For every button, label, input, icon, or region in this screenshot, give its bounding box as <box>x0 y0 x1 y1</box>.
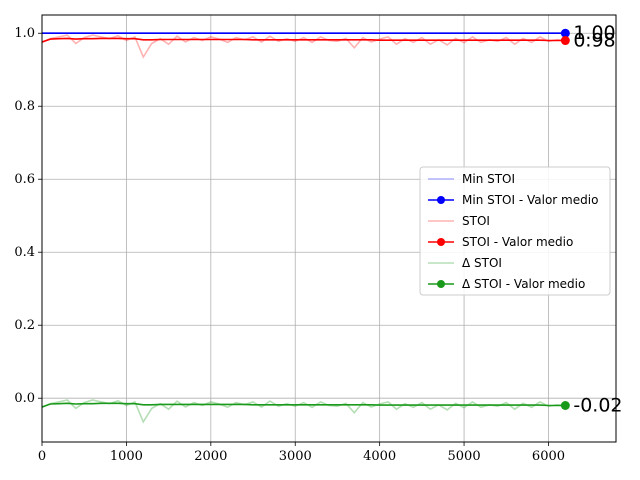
legend-label: Min STOI <box>462 172 515 186</box>
y-tick-label: 0.6 <box>14 172 35 187</box>
y-tick-label: 0.8 <box>14 99 35 114</box>
x-tick-label: 6000 <box>532 449 565 464</box>
y-tick-label: 1.0 <box>14 26 35 41</box>
y-tick-label: 0.4 <box>14 245 35 260</box>
end-value-label: 0.98 <box>573 30 615 52</box>
y-tick-label: 0.2 <box>14 318 35 333</box>
axes-frame <box>41 14 617 443</box>
series-line-stoi-valor-medio <box>41 37 566 43</box>
legend-marker <box>437 238 445 246</box>
legend-marker <box>437 196 445 204</box>
legend-marker <box>437 280 445 288</box>
legend-label: Min STOI - Valor medio <box>462 193 598 207</box>
legend-label: Δ STOI <box>462 256 502 270</box>
end-value-label: 1.00 <box>573 22 615 44</box>
end-value-labels: 1.000.98 -0.02 <box>573 22 622 416</box>
series-line-stoi-valor-medio <box>41 402 566 408</box>
end-marker-min-stoi-valor-medio <box>560 28 570 38</box>
legend: Min STOI Min STOI - Valor medio STOI STOI -… <box>419 166 611 296</box>
x-tick-label: 3000 <box>279 449 312 464</box>
end-marker-stoi-valor-medio <box>560 36 570 46</box>
legend-box <box>419 166 611 296</box>
end-marker-stoi-valor-medio <box>560 401 570 411</box>
end-value-label: -0.02 <box>573 395 622 417</box>
series-lines <box>41 28 570 424</box>
x-tick-label: 1000 <box>110 449 143 464</box>
legend-label: STOI - Valor medio <box>462 235 573 249</box>
legend-label: Δ STOI - Valor medio <box>462 277 585 291</box>
x-tick-label: 4000 <box>363 449 396 464</box>
x-tick-label: 5000 <box>448 449 481 464</box>
axis-ticks: 0 1000 2000 3000 4000 5000 6000 0.0 0.2 0.4 0.6 0.8… <box>14 26 565 464</box>
x-tick-label: 2000 <box>194 449 227 464</box>
x-tick-label: 0 <box>38 449 46 464</box>
y-tick-label: 0.0 <box>14 391 35 406</box>
legend-label: STOI <box>462 214 490 228</box>
